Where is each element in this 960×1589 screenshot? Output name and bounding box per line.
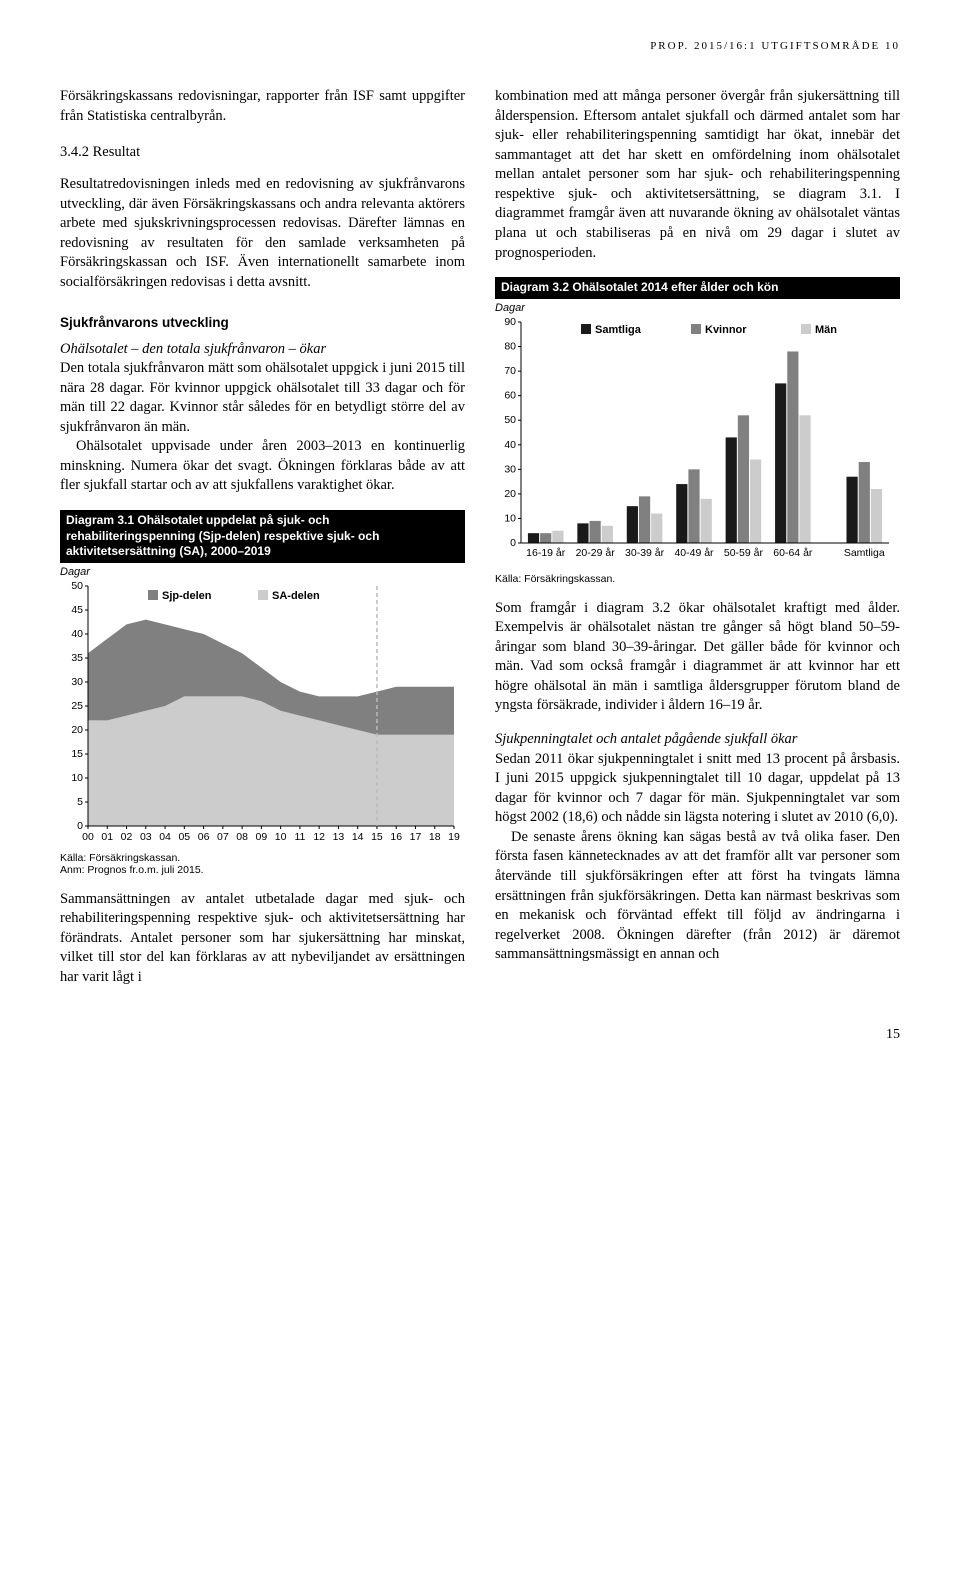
- two-column-layout: Försäkringskassans redovisningar, rappor…: [60, 87, 900, 1002]
- svg-text:45: 45: [71, 604, 83, 616]
- svg-text:40: 40: [504, 438, 516, 450]
- doc-header: PROP. 2015/16:1 UTGIFTSOMRÅDE 10: [60, 40, 900, 52]
- svg-text:40: 40: [71, 628, 83, 640]
- para: Resultatredovisningen inleds med en redo…: [60, 175, 465, 292]
- para: Ohälsotalet – den totala sjukfrånvaron –…: [60, 340, 465, 438]
- run-in-head: Sjukpenningtalet och antalet pågående sj…: [495, 731, 797, 747]
- diagram-source: Källa: Försäkringskassan.: [495, 573, 900, 585]
- svg-text:00: 00: [82, 831, 94, 843]
- diagram-title: Diagram 3.1 Ohälsotalet uppdelat på sjuk…: [60, 510, 465, 563]
- svg-text:90: 90: [504, 316, 516, 328]
- svg-text:02: 02: [121, 831, 133, 843]
- svg-text:60: 60: [504, 389, 516, 401]
- left-column: Försäkringskassans redovisningar, rappor…: [60, 87, 465, 1002]
- svg-text:15: 15: [71, 748, 83, 760]
- svg-text:50: 50: [71, 580, 83, 592]
- run-in-head: Ohälsotalet – den totala sjukfrånvaron –…: [60, 341, 326, 357]
- diagram-title: Diagram 3.2 Ohälsotalet 2014 efter ålder…: [495, 277, 900, 299]
- svg-text:80: 80: [504, 340, 516, 352]
- para-body: Sedan 2011 ökar sjukpenningtalet i snitt…: [495, 751, 900, 826]
- para: Som framgår i diagram 3.2 ökar ohälsotal…: [495, 599, 900, 716]
- svg-text:25: 25: [71, 700, 83, 712]
- svg-text:18: 18: [429, 831, 441, 843]
- svg-text:35: 35: [71, 652, 83, 664]
- svg-text:SA-delen: SA-delen: [272, 590, 320, 602]
- subheading: Sjukfrånvarons utveckling: [60, 315, 465, 330]
- svg-text:08: 08: [236, 831, 248, 843]
- svg-text:Samtliga: Samtliga: [595, 324, 642, 336]
- para: Sjukpenningtalet och antalet pågående sj…: [495, 730, 900, 828]
- svg-text:16-19 år: 16-19 år: [526, 547, 566, 559]
- svg-text:07: 07: [217, 831, 229, 843]
- svg-text:Män: Män: [815, 324, 837, 336]
- para: kombination med att många personer överg…: [495, 87, 900, 263]
- svg-text:30: 30: [504, 463, 516, 475]
- svg-text:30: 30: [71, 676, 83, 688]
- svg-text:04: 04: [159, 831, 171, 843]
- svg-text:30-39 år: 30-39 år: [625, 547, 665, 559]
- section-number: 3.4.2 Resultat: [60, 144, 465, 161]
- svg-text:20-29 år: 20-29 år: [576, 547, 616, 559]
- diagram-unit: Dagar: [495, 302, 900, 314]
- svg-text:Samtliga: Samtliga: [844, 547, 885, 559]
- svg-text:11: 11: [294, 831, 305, 843]
- para: Försäkringskassans redovisningar, rappor…: [60, 87, 465, 126]
- svg-text:10: 10: [504, 512, 516, 524]
- svg-text:60-64 år: 60-64 år: [773, 547, 813, 559]
- svg-text:17: 17: [410, 831, 422, 843]
- diagram-unit: Dagar: [60, 566, 465, 578]
- svg-text:03: 03: [140, 831, 152, 843]
- svg-text:50: 50: [504, 414, 516, 426]
- bar-chart: 0 10 20 30 40 50 60 70 80 90 16-19 år 20-29 år 30-39…: [495, 316, 900, 571]
- svg-text:01: 01: [101, 831, 113, 843]
- svg-text:14: 14: [352, 831, 364, 843]
- para: Ohälsotalet uppvisade under åren 2003–20…: [60, 437, 465, 496]
- svg-text:10: 10: [275, 831, 287, 843]
- right-column: kombination med att många personer överg…: [495, 87, 900, 1002]
- svg-text:05: 05: [178, 831, 190, 843]
- svg-text:16: 16: [390, 831, 402, 843]
- svg-text:20: 20: [504, 488, 516, 500]
- area-chart: 0510152025303540455000010203040506070809…: [60, 580, 465, 850]
- svg-text:50-59 år: 50-59 år: [724, 547, 764, 559]
- svg-text:5: 5: [77, 796, 83, 808]
- diagram-source: Källa: Försäkringskassan.: [60, 852, 465, 864]
- svg-text:06: 06: [198, 831, 210, 843]
- para: Sammansättningen av antalet utbetalade d…: [60, 890, 465, 988]
- diagram-note: Anm: Prognos fr.o.m. juli 2015.: [60, 864, 465, 876]
- svg-text:15: 15: [371, 831, 383, 843]
- svg-text:Kvinnor: Kvinnor: [705, 324, 747, 336]
- svg-text:12: 12: [313, 831, 325, 843]
- svg-text:0: 0: [510, 537, 516, 549]
- svg-text:70: 70: [504, 365, 516, 377]
- svg-text:20: 20: [71, 724, 83, 736]
- svg-text:09: 09: [256, 831, 268, 843]
- svg-text:13: 13: [333, 831, 345, 843]
- para: De senaste årens ökning kan sägas bestå …: [495, 828, 900, 965]
- svg-text:19: 19: [448, 831, 460, 843]
- page-number: 15: [60, 1027, 900, 1043]
- para-body: Den totala sjukfrånvaron mätt som ohälso…: [60, 360, 465, 435]
- svg-text:40-49 år: 40-49 år: [674, 547, 714, 559]
- svg-text:10: 10: [71, 772, 83, 784]
- svg-text:Sjp-delen: Sjp-delen: [162, 590, 212, 602]
